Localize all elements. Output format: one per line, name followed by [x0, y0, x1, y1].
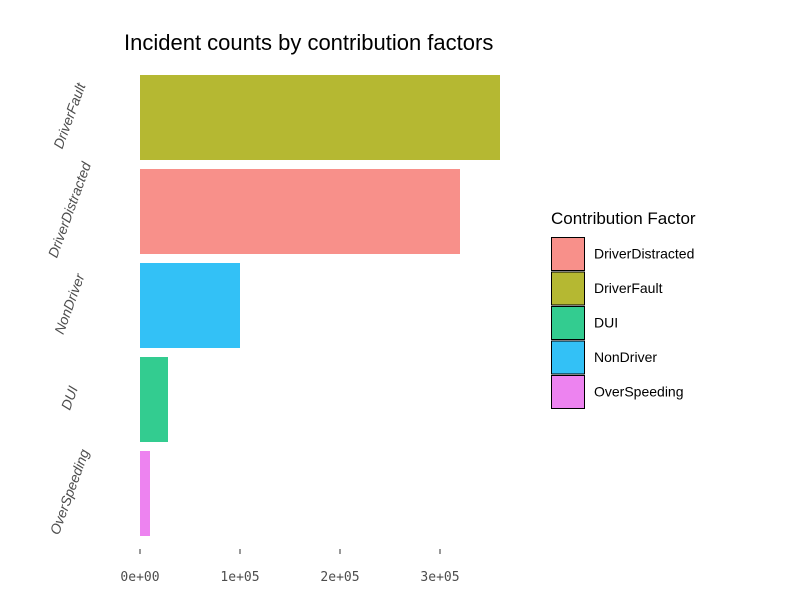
- legend-key-overspeeding: [551, 375, 585, 409]
- legend-label-nondriver: NonDriver: [594, 349, 657, 365]
- legend-key-nondriver: [551, 340, 585, 375]
- bar-nondriver: [140, 263, 240, 348]
- legend-label-driverdistracted: DriverDistracted: [594, 246, 694, 262]
- legend-key-driverfault: [551, 271, 585, 306]
- legend-label-driverfault: DriverFault: [594, 280, 663, 296]
- x-tick-label: 3e+05: [420, 570, 459, 585]
- bars-layer: [140, 75, 500, 536]
- legend-items: DriverDistracted DriverFault DUI NonDriver O…: [551, 237, 694, 409]
- legend-key-driverdistracted: [551, 237, 585, 271]
- x-axis-ticks: 0e+00 1e+05 2e+05 3e+05: [120, 549, 460, 585]
- y-tick-label-nondriver: NonDriver: [51, 270, 88, 336]
- y-tick-label-driverfault: DriverFault: [50, 80, 89, 151]
- x-tick-label: 0e+00: [120, 570, 159, 585]
- y-axis-ticks: DriverFault DriverDistracted NonDriver DUI O…: [45, 80, 95, 537]
- x-tick-label: 1e+05: [220, 570, 259, 585]
- legend-key-dui: [551, 306, 585, 340]
- bar-dui: [140, 357, 168, 442]
- x-tick-label: 2e+05: [320, 570, 359, 585]
- legend-label-dui: DUI: [594, 315, 618, 331]
- y-tick-label-driverdistracted: DriverDistracted: [45, 159, 95, 260]
- legend-title: Contribution Factor: [551, 209, 696, 228]
- y-tick-label-overspeeding: OverSpeeding: [46, 447, 92, 537]
- legend-label-overspeeding: OverSpeeding: [594, 384, 684, 400]
- legend: Contribution Factor DriverDistractedDriv…: [551, 209, 696, 409]
- chart-title: Incident counts by contribution factors: [124, 30, 493, 55]
- bar-driverfault: [140, 75, 500, 160]
- bar-driverdistracted: [140, 169, 460, 254]
- y-tick-label-dui: DUI: [58, 384, 81, 412]
- bar-overspeeding: [140, 451, 150, 536]
